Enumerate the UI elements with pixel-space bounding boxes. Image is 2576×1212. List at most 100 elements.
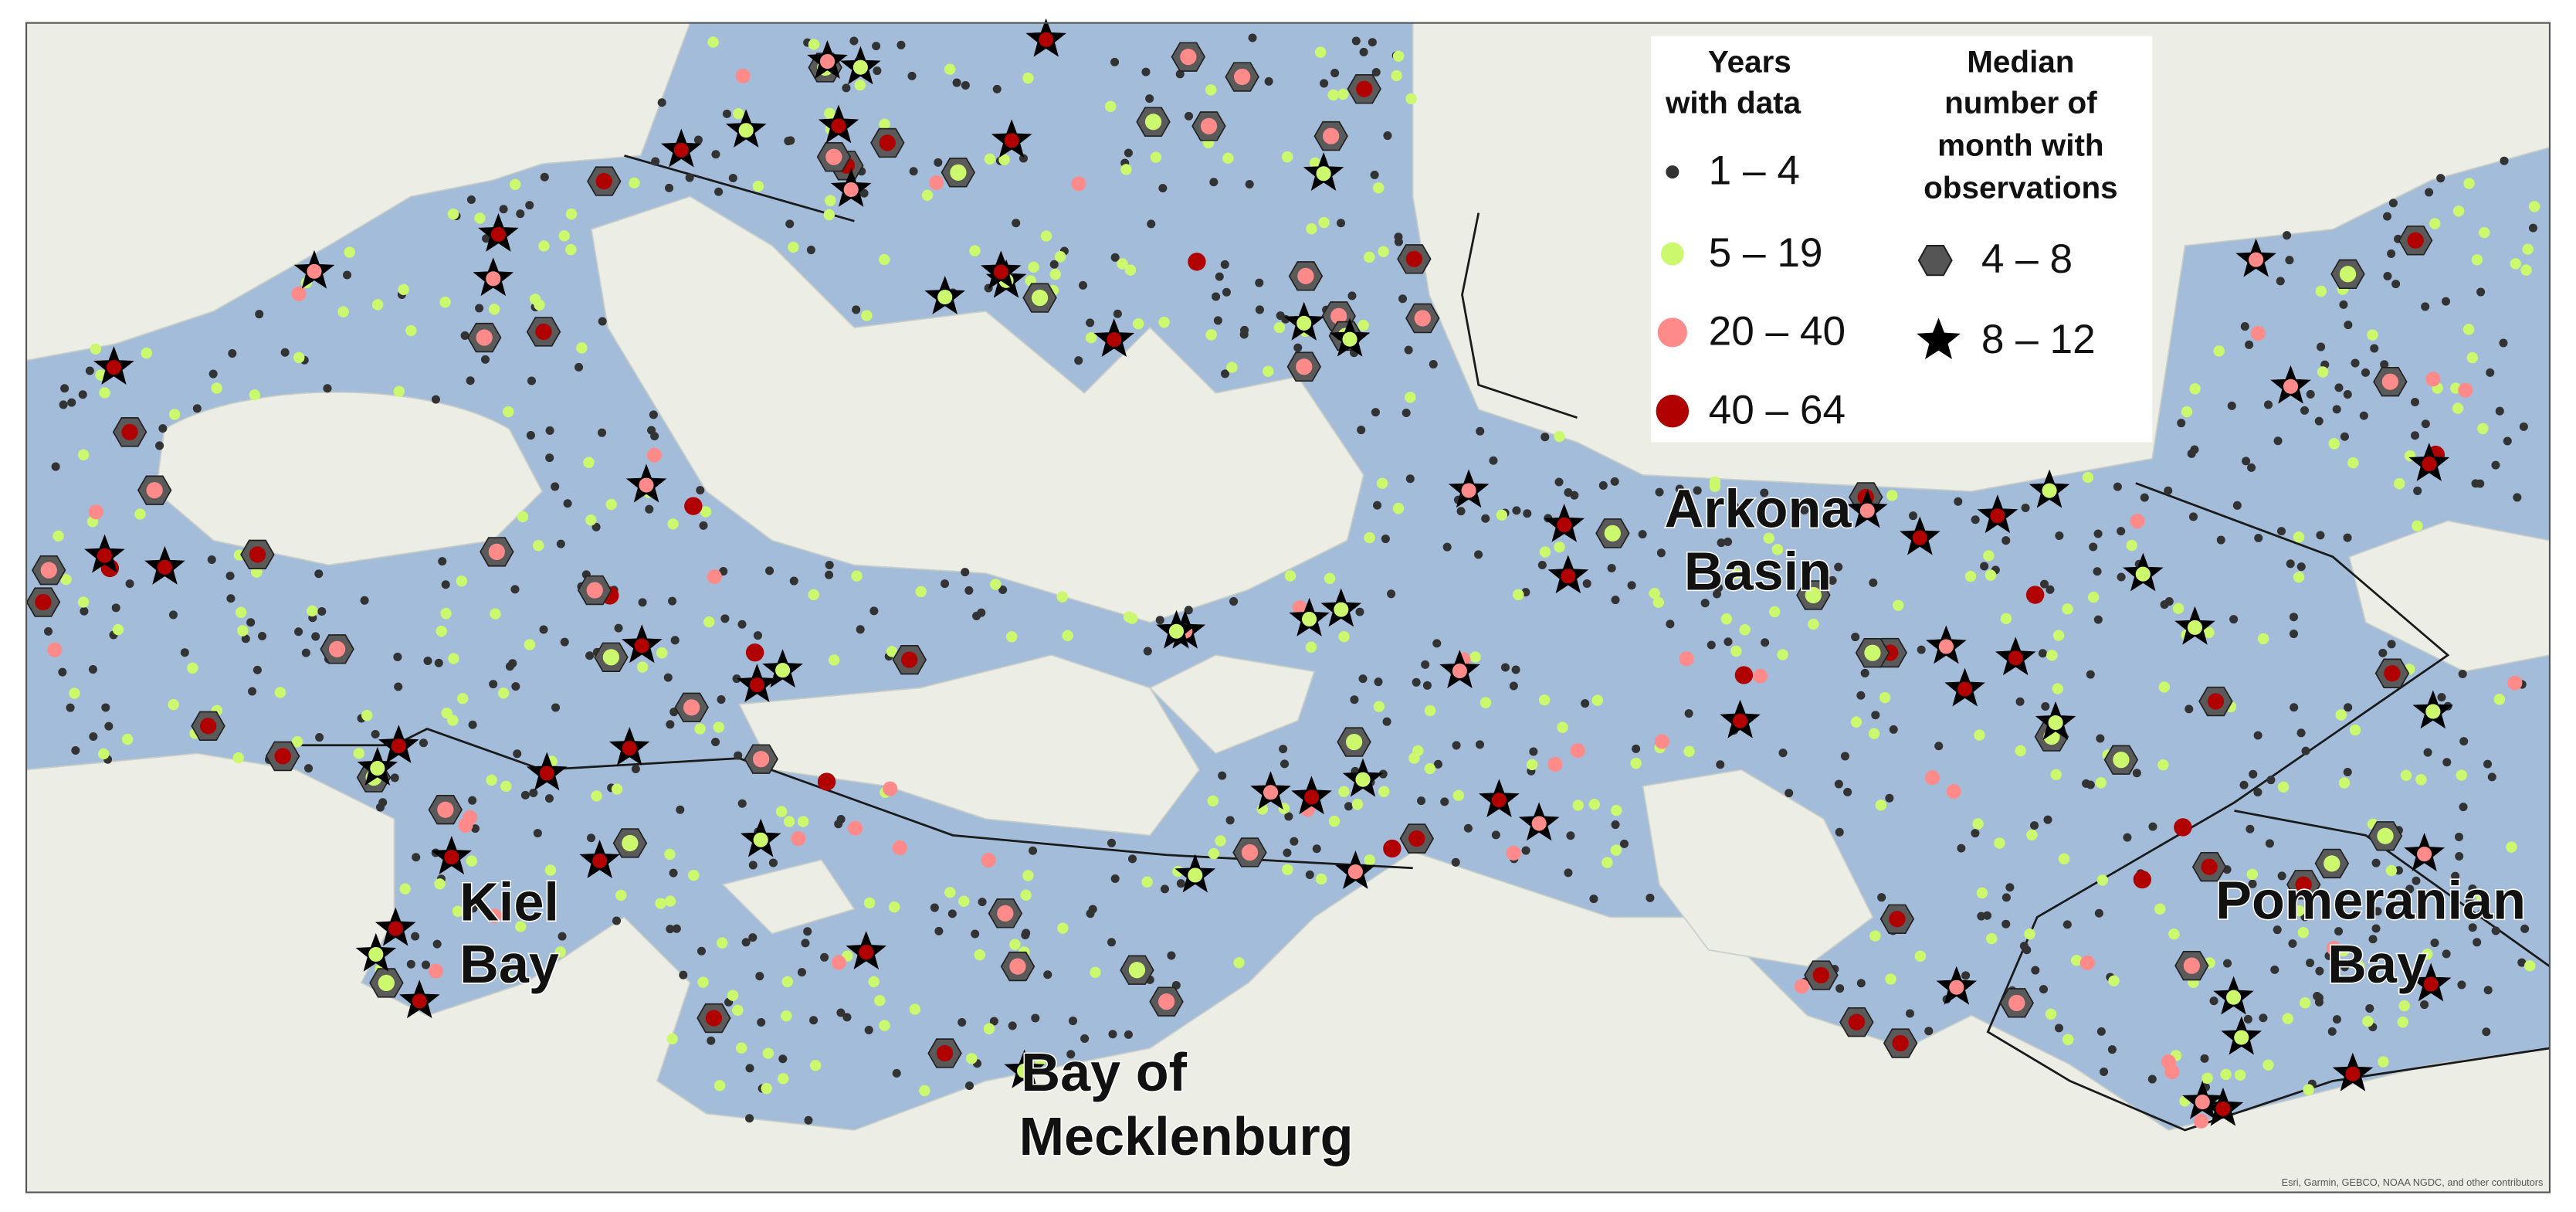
observation-dot [2517, 958, 2527, 967]
hexagon-core [2407, 232, 2424, 249]
observation-dot [274, 687, 286, 698]
observation-dot [664, 895, 676, 907]
observation-dot [1284, 570, 1296, 582]
observation-dot [228, 349, 237, 358]
observation-dot [2413, 486, 2422, 495]
star-core [2195, 1095, 2210, 1110]
observation-dot [1020, 889, 1032, 901]
observation-dot [1357, 426, 1366, 435]
observation-dot [664, 848, 676, 861]
observation-dot [1068, 1017, 1078, 1026]
observation-dot [1886, 490, 1898, 501]
observation-dot [2383, 212, 2392, 221]
observation-dot [1225, 816, 1235, 825]
observation-dot [1282, 864, 1293, 875]
star-core [852, 59, 868, 75]
observation-dot [755, 972, 764, 981]
observation-dot [1314, 46, 1327, 58]
observation-dot [317, 606, 327, 616]
observation-dot [2093, 615, 2103, 624]
star-core [819, 54, 836, 70]
observation-dot [2420, 1000, 2429, 1010]
observation-dot [2520, 264, 2532, 276]
observation-dot [2315, 285, 2327, 297]
observation-dot [1147, 219, 1156, 229]
observation-dot [2158, 681, 2171, 693]
observation-dot [2290, 703, 2299, 712]
observation-dot [1110, 253, 1120, 262]
observation-dot [524, 639, 536, 650]
observation-dot [2246, 824, 2255, 833]
star-core [749, 677, 764, 693]
observation-dot [1378, 786, 1390, 797]
observation-dot [638, 598, 647, 607]
observation-dot [180, 648, 189, 657]
border-line [624, 154, 855, 222]
observation-dot [500, 780, 512, 793]
observation-dot [2253, 788, 2262, 797]
hexagon-core [2339, 266, 2357, 283]
observation-dot [651, 157, 660, 166]
land-area [590, 195, 1364, 623]
observation-dot [929, 175, 944, 190]
observation-dot [1108, 1030, 1117, 1039]
observation-dot [961, 80, 970, 90]
observation-dot [390, 773, 399, 783]
observation-dot [1785, 789, 1794, 798]
observation-dot [735, 1042, 747, 1054]
observation-dot [2242, 457, 2251, 466]
observation-dot [2468, 884, 2477, 893]
observation-dot [2343, 533, 2352, 542]
observation-dot [1760, 488, 1769, 497]
border-line [1461, 212, 1578, 419]
hexagon-core [705, 1010, 723, 1027]
star-core [1561, 569, 1576, 584]
observation-dot [2026, 829, 2038, 841]
observation-dot [1892, 599, 1904, 611]
observation-dot [2430, 939, 2439, 948]
star-core [622, 741, 637, 756]
observation-dot [1451, 857, 1460, 867]
observation-dot [99, 387, 110, 399]
observation-dot [2093, 529, 2103, 538]
observation-dot [2476, 287, 2486, 297]
observation-dot [2491, 926, 2500, 935]
observation-dot [558, 932, 567, 941]
observation-dot [2147, 1075, 2157, 1084]
star-core [1263, 785, 1279, 800]
observation-dot [1124, 1030, 1133, 1039]
observation-dot [1971, 515, 1980, 525]
observation-dot [2293, 531, 2305, 543]
observation-dot [2095, 777, 2107, 789]
observation-dot [591, 790, 602, 802]
observation-dot [2394, 866, 2403, 875]
observation-dot [836, 1008, 846, 1017]
observation-dot [510, 585, 520, 594]
hexagon-core [437, 801, 454, 818]
star-core [1938, 639, 1954, 654]
observation-dot [1337, 88, 1349, 100]
observation-dot [399, 883, 411, 895]
observation-dot [907, 71, 917, 80]
observation-dot [961, 568, 970, 577]
observation-dot [713, 721, 725, 733]
observation-dot [1220, 260, 1229, 269]
star-core [1017, 1063, 1032, 1078]
observation-dot [1980, 562, 1989, 571]
observation-dot [1496, 509, 1508, 521]
observation-dot [1619, 839, 1629, 848]
observation-dot [966, 1053, 978, 1064]
star-core [859, 945, 874, 960]
observation-dot [1432, 639, 1442, 648]
hexagon-core [1009, 958, 1026, 975]
observation-dot [737, 799, 747, 808]
observation-dot [2365, 1003, 2374, 1013]
observation-dot [497, 687, 510, 699]
observation-dot [2344, 321, 2353, 330]
observation-dot [104, 721, 114, 731]
observation-dot [192, 404, 202, 413]
hexagon-core [1180, 49, 1197, 66]
observation-dot [2316, 531, 2325, 540]
observation-dot [489, 680, 498, 689]
